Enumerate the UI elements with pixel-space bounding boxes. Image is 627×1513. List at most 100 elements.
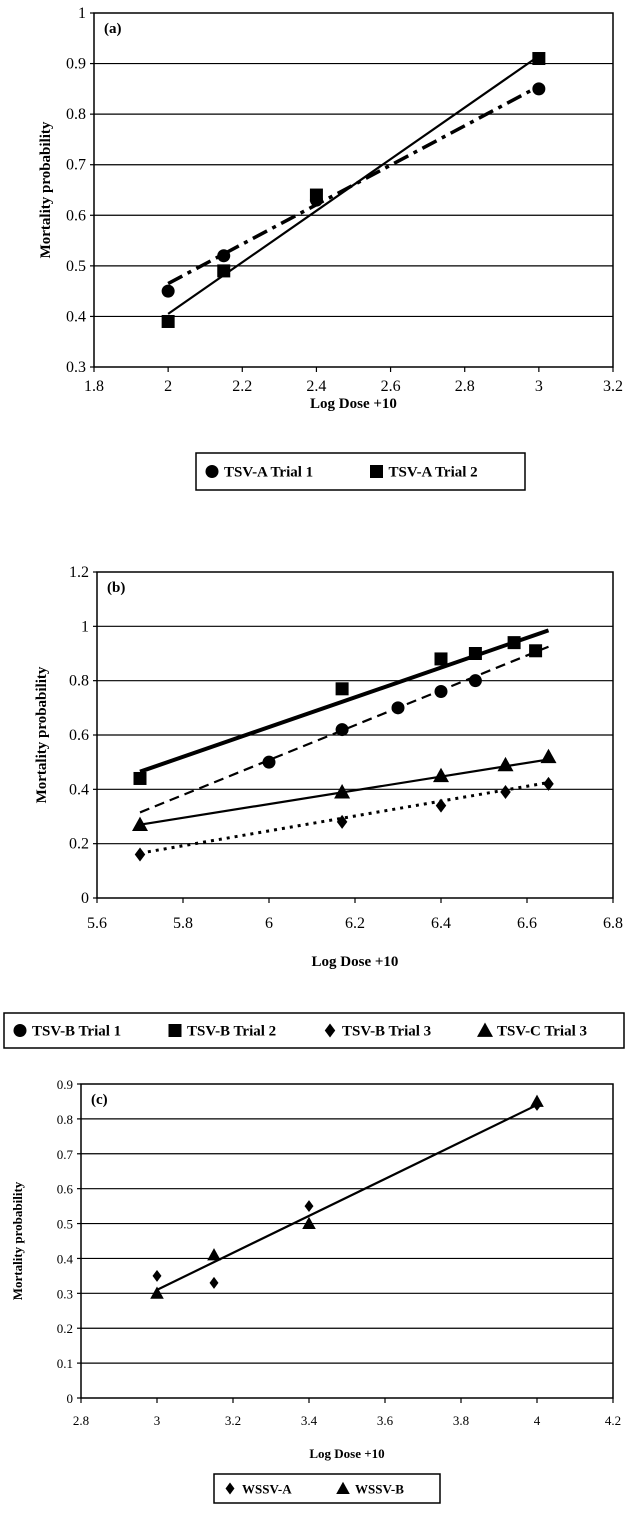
x-tick-label: 4 bbox=[534, 1413, 541, 1428]
x-tick-label: 3.8 bbox=[453, 1413, 469, 1428]
x-tick-label: 4.2 bbox=[605, 1413, 621, 1428]
chart-panel-1: 0.3 0.4 0.5 0.6 0.7 0.8 0.9 1 1.8 2 2.2 2.4 2.6 2.8 3 3… bbox=[38, 5, 623, 491]
y-tick-label: 0.3 bbox=[66, 359, 86, 376]
x-tick-label: 6.8 bbox=[603, 915, 623, 932]
data-point-circle bbox=[391, 701, 405, 715]
y-tick-label: 0 bbox=[81, 890, 89, 907]
legend-marker-square bbox=[168, 1024, 182, 1037]
y-axis-label: Mortality probability bbox=[38, 121, 54, 258]
legend: TSV-B Trial 1 TSV-B Trial 2 TSV-B Trial 3 T… bbox=[3, 1012, 625, 1049]
y-tick-label: 0.4 bbox=[66, 308, 86, 325]
trend-line-2 bbox=[139, 781, 549, 855]
data-point-circle bbox=[532, 82, 546, 96]
y-tick-label: 0.4 bbox=[57, 1251, 74, 1266]
data-point-circle bbox=[468, 674, 482, 688]
x-tick-label: 3.2 bbox=[603, 378, 623, 395]
legend: TSV-A Trial 1 TSV-A Trial 2 bbox=[195, 452, 526, 491]
legend-box bbox=[213, 1473, 441, 1504]
legend-box bbox=[3, 1012, 625, 1049]
data-point-square bbox=[529, 644, 543, 658]
trend-line-0 bbox=[139, 645, 549, 814]
x-tick-label: 3.6 bbox=[377, 1413, 394, 1428]
plot-frame bbox=[80, 1083, 614, 1399]
x-tick-label: 3.4 bbox=[301, 1413, 318, 1428]
x-axis-label: Log Dose +10 bbox=[312, 954, 399, 970]
y-tick-label: 0 bbox=[67, 1391, 74, 1406]
data-point-square bbox=[335, 682, 349, 696]
legend-label: TSV-C Trial 3 bbox=[497, 1024, 587, 1040]
legend-marker-square bbox=[370, 465, 383, 478]
data-point-circle bbox=[262, 755, 276, 769]
y-axis-label: Mortality probability bbox=[10, 1181, 25, 1300]
y-tick-label: 0.2 bbox=[57, 1321, 73, 1336]
y-tick-label: 0.2 bbox=[69, 836, 89, 853]
data-point-triangle bbox=[334, 784, 351, 799]
data-point-square bbox=[532, 52, 546, 66]
legend-label: TSV-A Trial 2 bbox=[389, 465, 478, 481]
data-point-diamond bbox=[304, 1200, 314, 1213]
legend-marker-diamond bbox=[225, 1482, 235, 1495]
y-tick-label: 1 bbox=[78, 5, 86, 22]
y-tick-label: 0.8 bbox=[66, 106, 86, 123]
legend-marker-diamond bbox=[324, 1023, 336, 1038]
data-point-diamond bbox=[435, 798, 447, 813]
y-tick-label: 0.1 bbox=[57, 1356, 73, 1371]
y-tick-label: 0.5 bbox=[66, 258, 86, 275]
x-tick-label: 2.2 bbox=[232, 378, 252, 395]
panel-label: (a) bbox=[104, 21, 122, 37]
panel-label: (b) bbox=[107, 580, 125, 596]
legend-marker-circle bbox=[13, 1024, 27, 1037]
data-point-triangle bbox=[497, 756, 514, 772]
x-tick-label: 6.6 bbox=[517, 915, 537, 932]
legend-label: TSV-B Trial 2 bbox=[187, 1024, 276, 1040]
y-tick-label: 0.6 bbox=[66, 207, 86, 224]
data-point-triangle bbox=[150, 1286, 164, 1299]
chart-panel-2: 0 0.2 0.4 0.6 0.8 1 1.2 5.6 5.8 6 6.2 6.4 6.6 6.8 Log … bbox=[3, 564, 625, 1049]
data-point-square bbox=[434, 652, 448, 666]
data-point-triangle bbox=[302, 1216, 316, 1229]
legend-box bbox=[195, 452, 526, 491]
y-tick-label: 0.9 bbox=[57, 1077, 73, 1092]
legend-label: TSV-B Trial 1 bbox=[32, 1024, 121, 1040]
legend-marker-circle bbox=[205, 465, 219, 478]
x-tick-label: 3.2 bbox=[225, 1413, 241, 1428]
legend-label: WSSV-B bbox=[355, 1482, 404, 1497]
legend-label: TSV-B Trial 3 bbox=[342, 1024, 431, 1040]
data-point-square bbox=[309, 188, 323, 202]
x-tick-label: 3 bbox=[535, 378, 543, 395]
data-point-square bbox=[161, 314, 175, 328]
legend-label: TSV-A Trial 1 bbox=[224, 465, 313, 481]
trend-line-0 bbox=[167, 84, 540, 286]
data-point-triangle bbox=[540, 748, 557, 764]
panel-label: (c) bbox=[91, 1092, 108, 1108]
data-point-circle bbox=[434, 685, 448, 699]
y-tick-label: 0.9 bbox=[66, 56, 86, 73]
x-axis-label: Log Dose +10 bbox=[310, 396, 397, 412]
chart-panel-3: 0 0.1 0.2 0.3 0.4 0.5 0.6 0.7 0.8 0.9 2.8 3 3.2 3.4 3.… bbox=[10, 1077, 621, 1504]
y-tick-label: 0.6 bbox=[57, 1182, 74, 1197]
y-tick-label: 0.4 bbox=[69, 781, 89, 798]
data-point-square bbox=[507, 636, 521, 650]
data-point-circle bbox=[335, 723, 349, 737]
x-tick-label: 5.8 bbox=[173, 915, 193, 932]
data-point-circle bbox=[217, 249, 231, 263]
x-tick-label: 5.6 bbox=[87, 915, 107, 932]
data-point-circle bbox=[161, 284, 175, 298]
x-tick-label: 2.8 bbox=[455, 378, 475, 395]
data-point-diamond bbox=[543, 776, 554, 791]
data-point-triangle bbox=[132, 816, 148, 832]
y-tick-label: 0.8 bbox=[57, 1112, 73, 1127]
y-tick-label: 0.3 bbox=[57, 1286, 73, 1301]
x-tick-label: 2.8 bbox=[73, 1413, 89, 1428]
y-tick-label: 0.8 bbox=[69, 673, 89, 690]
data-point-diamond bbox=[336, 814, 348, 829]
x-tick-label: 6.2 bbox=[345, 915, 365, 932]
x-tick-label: 2.4 bbox=[306, 378, 326, 395]
data-point-diamond bbox=[500, 785, 511, 800]
x-tick-label: 1.8 bbox=[84, 378, 104, 395]
x-tick-label: 6 bbox=[265, 915, 273, 932]
y-tick-label: 1 bbox=[81, 618, 89, 635]
data-point-diamond bbox=[152, 1269, 162, 1282]
plot-frame bbox=[93, 12, 614, 368]
